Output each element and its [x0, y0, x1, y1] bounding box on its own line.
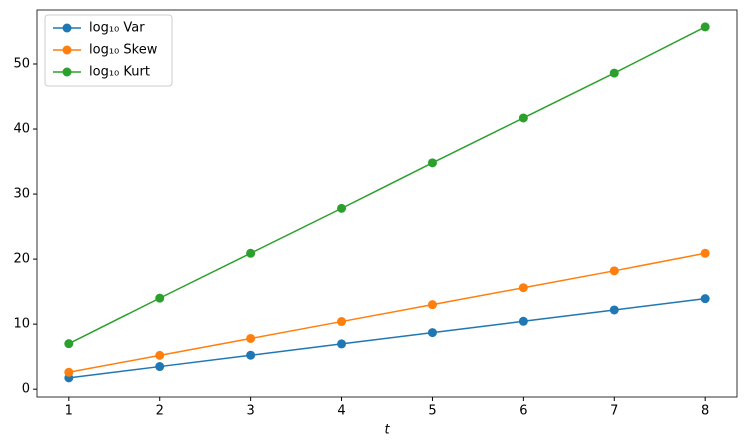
plot-frame: [36, 9, 738, 398]
data-point: [700, 294, 710, 304]
x-tick-label: 2: [156, 404, 164, 419]
data-point: [246, 248, 256, 258]
y-tick-label: 0: [22, 382, 30, 397]
data-point: [518, 283, 528, 293]
legend-box: [44, 14, 173, 87]
data-point: [609, 266, 619, 276]
data-point: [337, 339, 347, 349]
series-line: [68, 252, 706, 374]
legend-label: log₁₀ Skew: [89, 43, 158, 58]
data-point: [518, 316, 528, 326]
y-tick-label: 40: [13, 122, 30, 137]
data-point: [518, 113, 528, 123]
y-tick-label: 20: [13, 252, 30, 267]
legend-label: log₁₀ Kurt: [89, 65, 150, 80]
data-point: [155, 350, 165, 360]
data-point: [337, 203, 347, 213]
legend-marker: [62, 45, 72, 55]
x-axis-label: t: [384, 423, 390, 438]
x-tick-label: 4: [337, 404, 345, 419]
y-tick-label: 30: [13, 187, 30, 202]
series-line: [68, 26, 706, 345]
data-point: [609, 68, 619, 78]
data-point: [700, 248, 710, 258]
data-point: [700, 22, 710, 32]
data-point: [246, 350, 256, 360]
data-point: [246, 333, 256, 343]
data-point: [427, 158, 437, 168]
y-tick-label: 10: [13, 317, 30, 332]
data-point: [64, 339, 74, 349]
legend-marker: [62, 23, 72, 33]
data-point: [427, 300, 437, 310]
x-tick-label: 7: [610, 404, 618, 419]
data-point: [64, 367, 74, 377]
legend-label: log₁₀ Var: [89, 21, 145, 36]
x-tick-label: 3: [246, 404, 254, 419]
data-point: [609, 305, 619, 315]
data-point: [427, 328, 437, 338]
x-tick-label: 5: [428, 404, 436, 419]
x-tick-label: 1: [65, 404, 73, 419]
x-tick-label: 8: [701, 404, 709, 419]
series-line: [68, 297, 706, 379]
x-tick-label: 6: [519, 404, 527, 419]
legend-marker: [62, 67, 72, 77]
y-tick-label: 50: [13, 56, 30, 71]
data-point: [155, 362, 165, 372]
data-point: [155, 293, 165, 303]
data-point: [337, 317, 347, 327]
